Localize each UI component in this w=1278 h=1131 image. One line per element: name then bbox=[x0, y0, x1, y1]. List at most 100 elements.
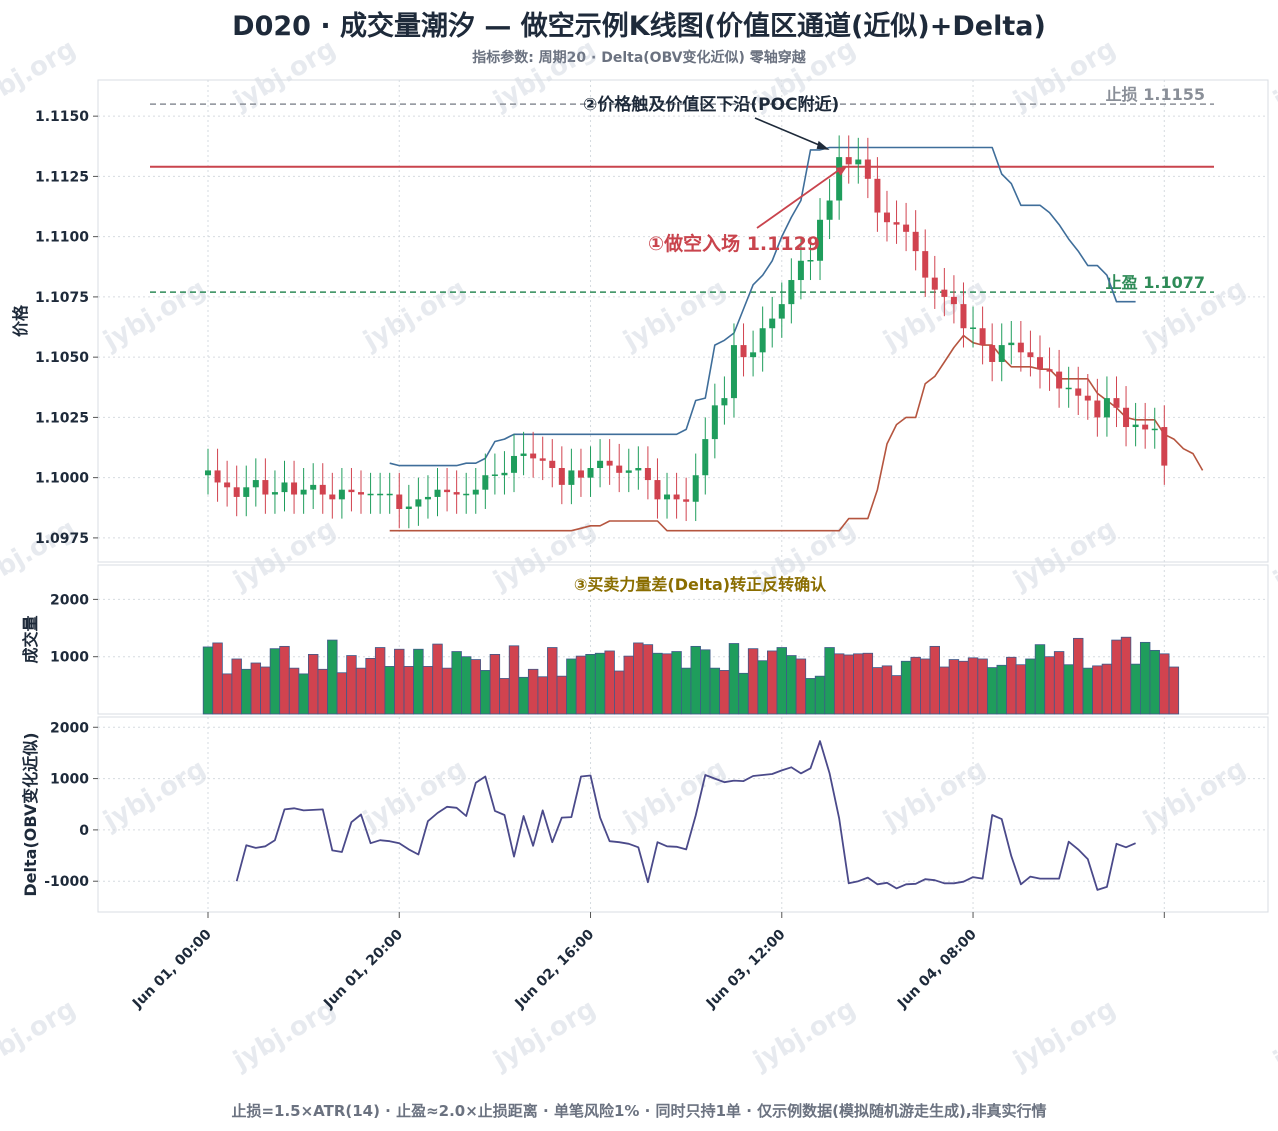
volume-bar bbox=[1015, 664, 1027, 715]
candle-body bbox=[1094, 400, 1101, 418]
watermark: jybj.org bbox=[1268, 994, 1278, 1077]
volume-bar bbox=[537, 676, 548, 715]
price-panel-frame bbox=[97, 79, 1269, 563]
volume-bar bbox=[307, 654, 319, 715]
candle-body bbox=[702, 439, 709, 476]
candle-body bbox=[549, 460, 556, 469]
arrow-head bbox=[816, 140, 830, 150]
watermark: jybj.org bbox=[878, 754, 991, 837]
candle-body bbox=[1075, 388, 1082, 396]
volume-bar bbox=[948, 659, 960, 715]
y-tick-label: 2000 bbox=[50, 592, 89, 608]
volume-bar bbox=[279, 645, 290, 715]
volume-bar bbox=[939, 666, 950, 715]
watermark: jybj.org bbox=[98, 274, 211, 357]
candle-body bbox=[300, 489, 307, 495]
volume-bar bbox=[776, 647, 787, 715]
volume-bar bbox=[231, 658, 242, 715]
volume-bar bbox=[441, 667, 453, 715]
candle-body bbox=[788, 280, 795, 305]
candle-body bbox=[644, 468, 651, 481]
candle-body bbox=[491, 474, 498, 476]
watermark: jybj.org bbox=[0, 34, 81, 117]
candle-body bbox=[673, 494, 680, 500]
volume-bar bbox=[910, 656, 921, 715]
watermark: jybj.org bbox=[1008, 994, 1121, 1077]
y-tick-label: 2000 bbox=[50, 720, 89, 736]
volume-bar bbox=[709, 667, 721, 715]
volume-bar bbox=[767, 650, 778, 715]
volume-bar bbox=[1092, 665, 1103, 715]
candle-body bbox=[587, 468, 594, 478]
volume-bar bbox=[499, 678, 510, 715]
volume-bar bbox=[929, 645, 940, 715]
candle-body bbox=[1151, 428, 1158, 431]
candle-body bbox=[233, 487, 240, 497]
volume-bar bbox=[260, 666, 271, 715]
y-tick-label: 1.1050 bbox=[35, 350, 89, 366]
x-tick-label: Jun 01, 00:00 bbox=[129, 926, 215, 1012]
volume-bar bbox=[250, 662, 262, 715]
volume-bar bbox=[633, 642, 644, 715]
volume-bar bbox=[786, 655, 797, 715]
candle-body bbox=[912, 231, 919, 252]
y-tick-label: 1000 bbox=[50, 650, 89, 666]
volume-bar bbox=[996, 664, 1007, 715]
candle-body bbox=[960, 304, 967, 329]
watermark: jybj.org bbox=[228, 994, 341, 1077]
candle-body bbox=[329, 494, 336, 500]
volume-bar bbox=[422, 666, 434, 715]
volume-bar bbox=[317, 668, 328, 715]
y-tick-label: 1.1075 bbox=[35, 290, 89, 306]
volume-bar bbox=[1063, 664, 1074, 715]
entry-annotation: ①做空入场 1.1129 bbox=[648, 232, 820, 255]
volume-bar bbox=[1111, 639, 1122, 715]
candle-body bbox=[807, 260, 814, 262]
candle-body bbox=[664, 494, 671, 500]
volume-bar bbox=[288, 667, 300, 715]
candle-body bbox=[520, 453, 527, 456]
volume-bar bbox=[920, 658, 931, 715]
volume-bar bbox=[1101, 663, 1113, 715]
candle-body bbox=[377, 493, 384, 496]
candle-body bbox=[711, 405, 718, 440]
volume-bar bbox=[958, 660, 969, 715]
volume-bar bbox=[680, 667, 692, 715]
candle-body bbox=[1103, 398, 1110, 418]
candle-body bbox=[874, 178, 881, 213]
candle-body bbox=[539, 458, 546, 461]
candle-body bbox=[845, 157, 852, 165]
candle-body bbox=[855, 159, 862, 165]
y-tick-label: 1000 bbox=[50, 772, 89, 788]
y-tick-label: 1.1150 bbox=[35, 109, 89, 125]
volume-bar bbox=[365, 658, 376, 715]
candle-body bbox=[616, 465, 623, 473]
candle-body bbox=[453, 492, 460, 495]
candle-body bbox=[530, 453, 537, 459]
volume-bar bbox=[1168, 666, 1180, 715]
volume-bar bbox=[489, 654, 501, 715]
y-tick-label: 1.0975 bbox=[35, 531, 89, 547]
candle-body bbox=[367, 493, 374, 496]
candle-body bbox=[1027, 352, 1034, 358]
candle-body bbox=[243, 487, 250, 497]
arrow-head bbox=[835, 166, 847, 176]
volume-bar bbox=[547, 647, 558, 715]
volume-bar bbox=[518, 676, 529, 715]
delta-annotation: ③买卖力量差(Delta)转正反转确认 bbox=[574, 575, 827, 594]
candle-body bbox=[597, 460, 604, 469]
volume-bar bbox=[1082, 667, 1093, 715]
volume-bar bbox=[795, 658, 807, 715]
candle-body bbox=[826, 200, 833, 220]
x-tick-label: Jun 03, 12:00 bbox=[703, 926, 789, 1012]
stop-loss-label: 止损 1.1155 bbox=[1106, 85, 1205, 104]
volume-bar bbox=[805, 678, 816, 715]
candle-body bbox=[903, 224, 910, 232]
volume-bar bbox=[403, 666, 415, 715]
y-tick-label: 1.1000 bbox=[35, 471, 89, 487]
watermark: jybj.org bbox=[748, 994, 861, 1077]
candle-body bbox=[1084, 395, 1091, 401]
volume-bar bbox=[1073, 637, 1084, 715]
candle-body bbox=[262, 480, 269, 495]
